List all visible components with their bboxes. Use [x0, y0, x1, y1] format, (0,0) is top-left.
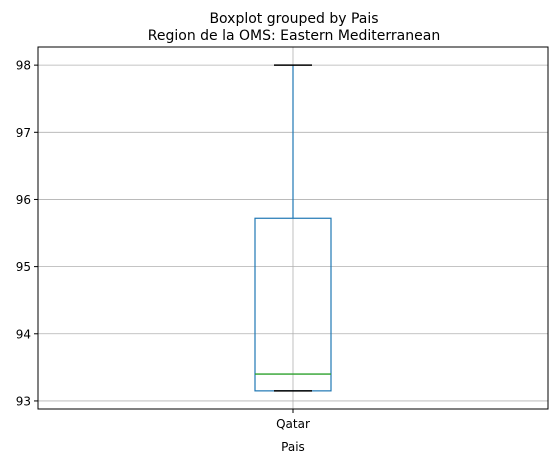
- y-tick-label: 98: [16, 59, 31, 73]
- y-tick-label: 96: [16, 193, 31, 207]
- y-tick-label: 94: [16, 327, 31, 341]
- x-axis-label: Pais: [281, 440, 305, 454]
- y-tick-label: 97: [16, 126, 31, 140]
- y-axis: 93 94 95 96 97 98: [16, 59, 38, 408]
- chart-title: Region de la OMS: Eastern Mediterranean: [148, 28, 440, 44]
- x-tick-label: Qatar: [276, 417, 310, 431]
- box-group: [254, 64, 332, 392]
- y-tick-label: 95: [16, 260, 31, 274]
- x-axis: Qatar: [276, 409, 310, 431]
- y-tick-label: 93: [16, 394, 31, 408]
- chart-suptitle: Boxplot grouped by Pais: [209, 11, 378, 27]
